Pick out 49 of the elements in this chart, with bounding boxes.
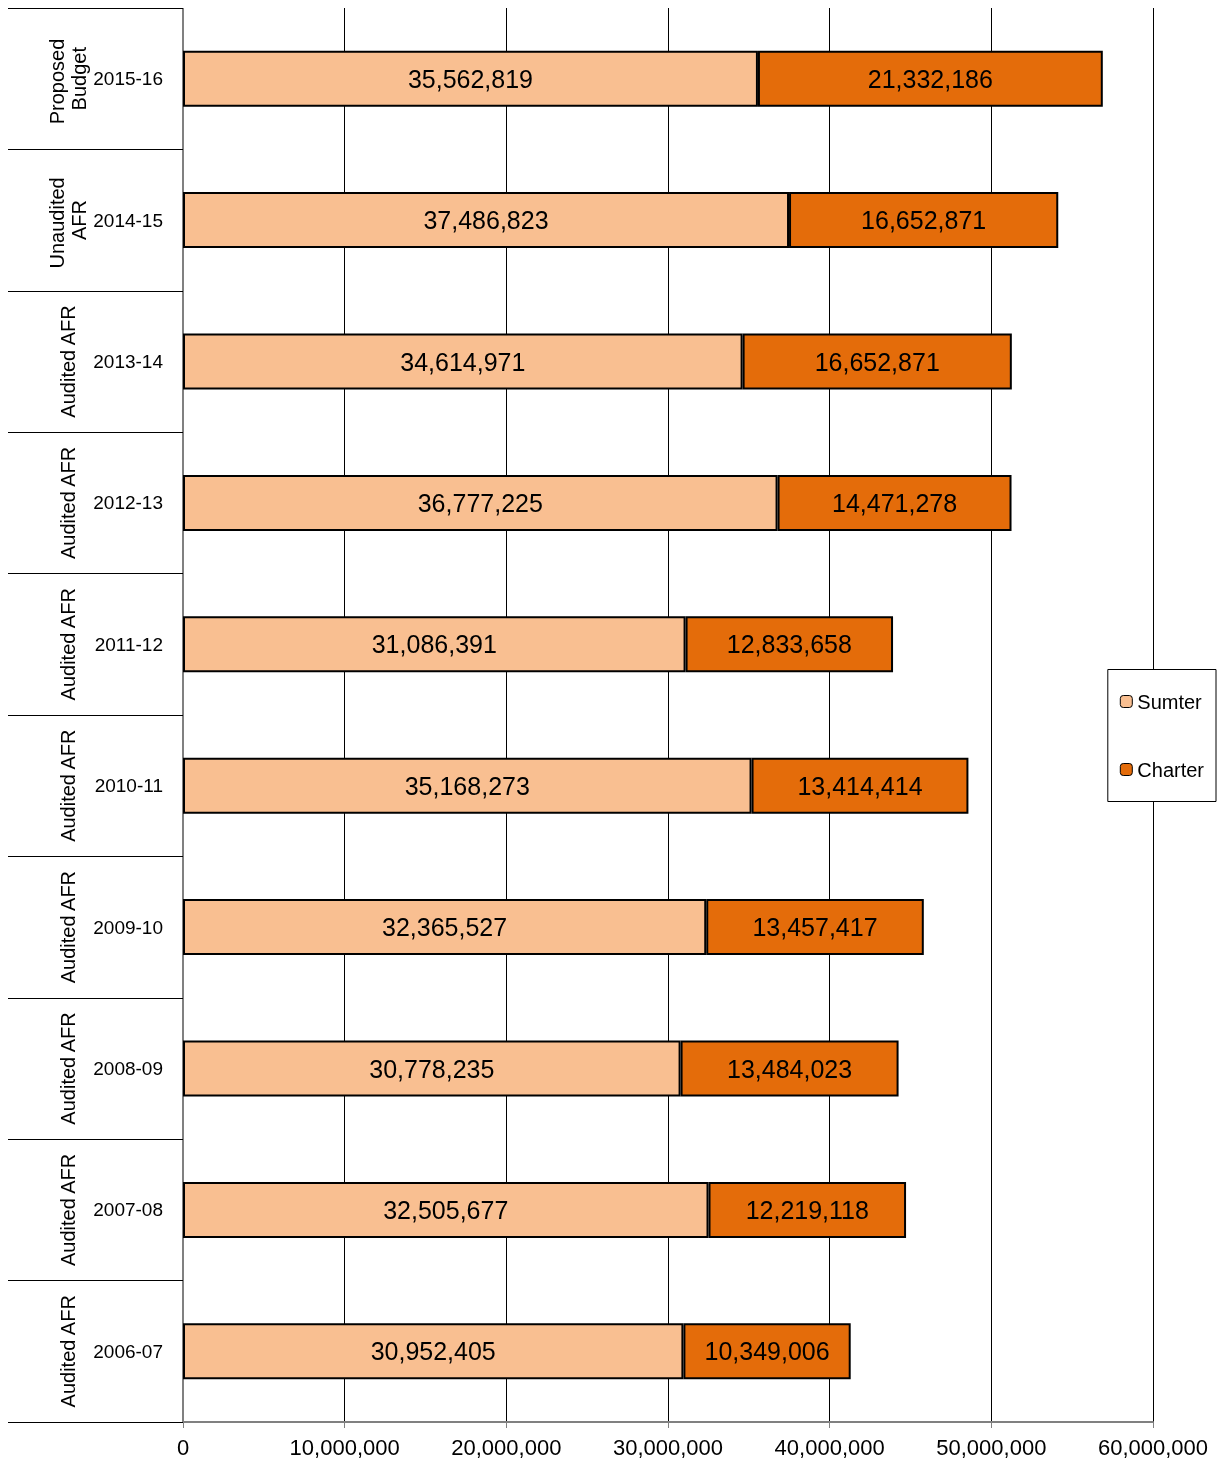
x-tick-label: 40,000,000: [774, 1434, 885, 1460]
data-label: 30,952,405: [370, 1337, 496, 1366]
data-label: 16,652,871: [814, 347, 940, 376]
y-tick-label: 2010-11: [94, 775, 163, 797]
y-tick-label: 2006-07: [93, 1340, 163, 1362]
data-label: 14,471,278: [831, 488, 958, 517]
x-tick-label: 60,000,000: [1097, 1434, 1209, 1460]
data-label: 12,833,658: [726, 630, 852, 659]
y-tick-label: 2011-12: [94, 633, 163, 655]
text: Audited AFR: [57, 446, 79, 560]
x-tick-label: 50,000,000: [936, 1434, 1047, 1460]
data-label: 32,365,527: [382, 913, 508, 942]
y-tick-label: 2015-16: [93, 68, 163, 90]
data-label: 36,777,225: [417, 488, 543, 517]
data-label: 34,614,971: [400, 347, 526, 376]
data-label: 16,652,871: [861, 206, 987, 235]
y-tick-label: 2014-15: [93, 209, 163, 231]
x-tick-label: 20,000,000: [451, 1434, 562, 1460]
data-label: 10,349,006: [704, 1337, 830, 1366]
y-tick-label: 2007-08: [93, 1199, 163, 1221]
legend-label: Charter: [1137, 758, 1205, 781]
x-tick-label: 30,000,000: [612, 1434, 724, 1460]
x-tick-label: 10,000,000: [289, 1434, 400, 1460]
x-tick-label: 0: [176, 1434, 190, 1460]
data-label: 13,484,023: [727, 1054, 853, 1083]
text: Unaudited AFR: [46, 171, 90, 269]
data-label: 35,562,819: [407, 64, 534, 93]
text: Proposed Budget: [46, 33, 90, 125]
text: Audited AFR: [57, 870, 79, 984]
text: Audited AFR: [57, 1012, 79, 1125]
text: Audited AFR: [57, 729, 79, 842]
data-label: 35,168,273: [404, 771, 530, 800]
text: Audited AFR: [57, 1295, 79, 1408]
y-tick-label: 2009-10: [93, 916, 163, 938]
data-label: 13,414,414: [797, 771, 923, 800]
data-label: 32,505,677: [383, 1195, 509, 1224]
text: Audited AFR: [57, 588, 79, 701]
legend-label: Sumter: [1137, 690, 1203, 713]
y-tick-label: 2008-09: [93, 1058, 163, 1079]
y-tick-label: 2013-14: [93, 351, 164, 372]
data-label: 13,457,417: [752, 913, 878, 942]
text: Audited AFR: [57, 305, 79, 418]
data-label: 31,086,391: [371, 630, 497, 659]
data-label: 30,778,235: [369, 1054, 495, 1083]
text: Audited AFR: [57, 1153, 79, 1267]
data-label: 12,219,118: [745, 1195, 869, 1224]
data-label: 21,332,186: [867, 64, 993, 93]
y-tick-label: 2012-13: [93, 492, 163, 514]
data-label: 37,486,823: [423, 206, 549, 235]
